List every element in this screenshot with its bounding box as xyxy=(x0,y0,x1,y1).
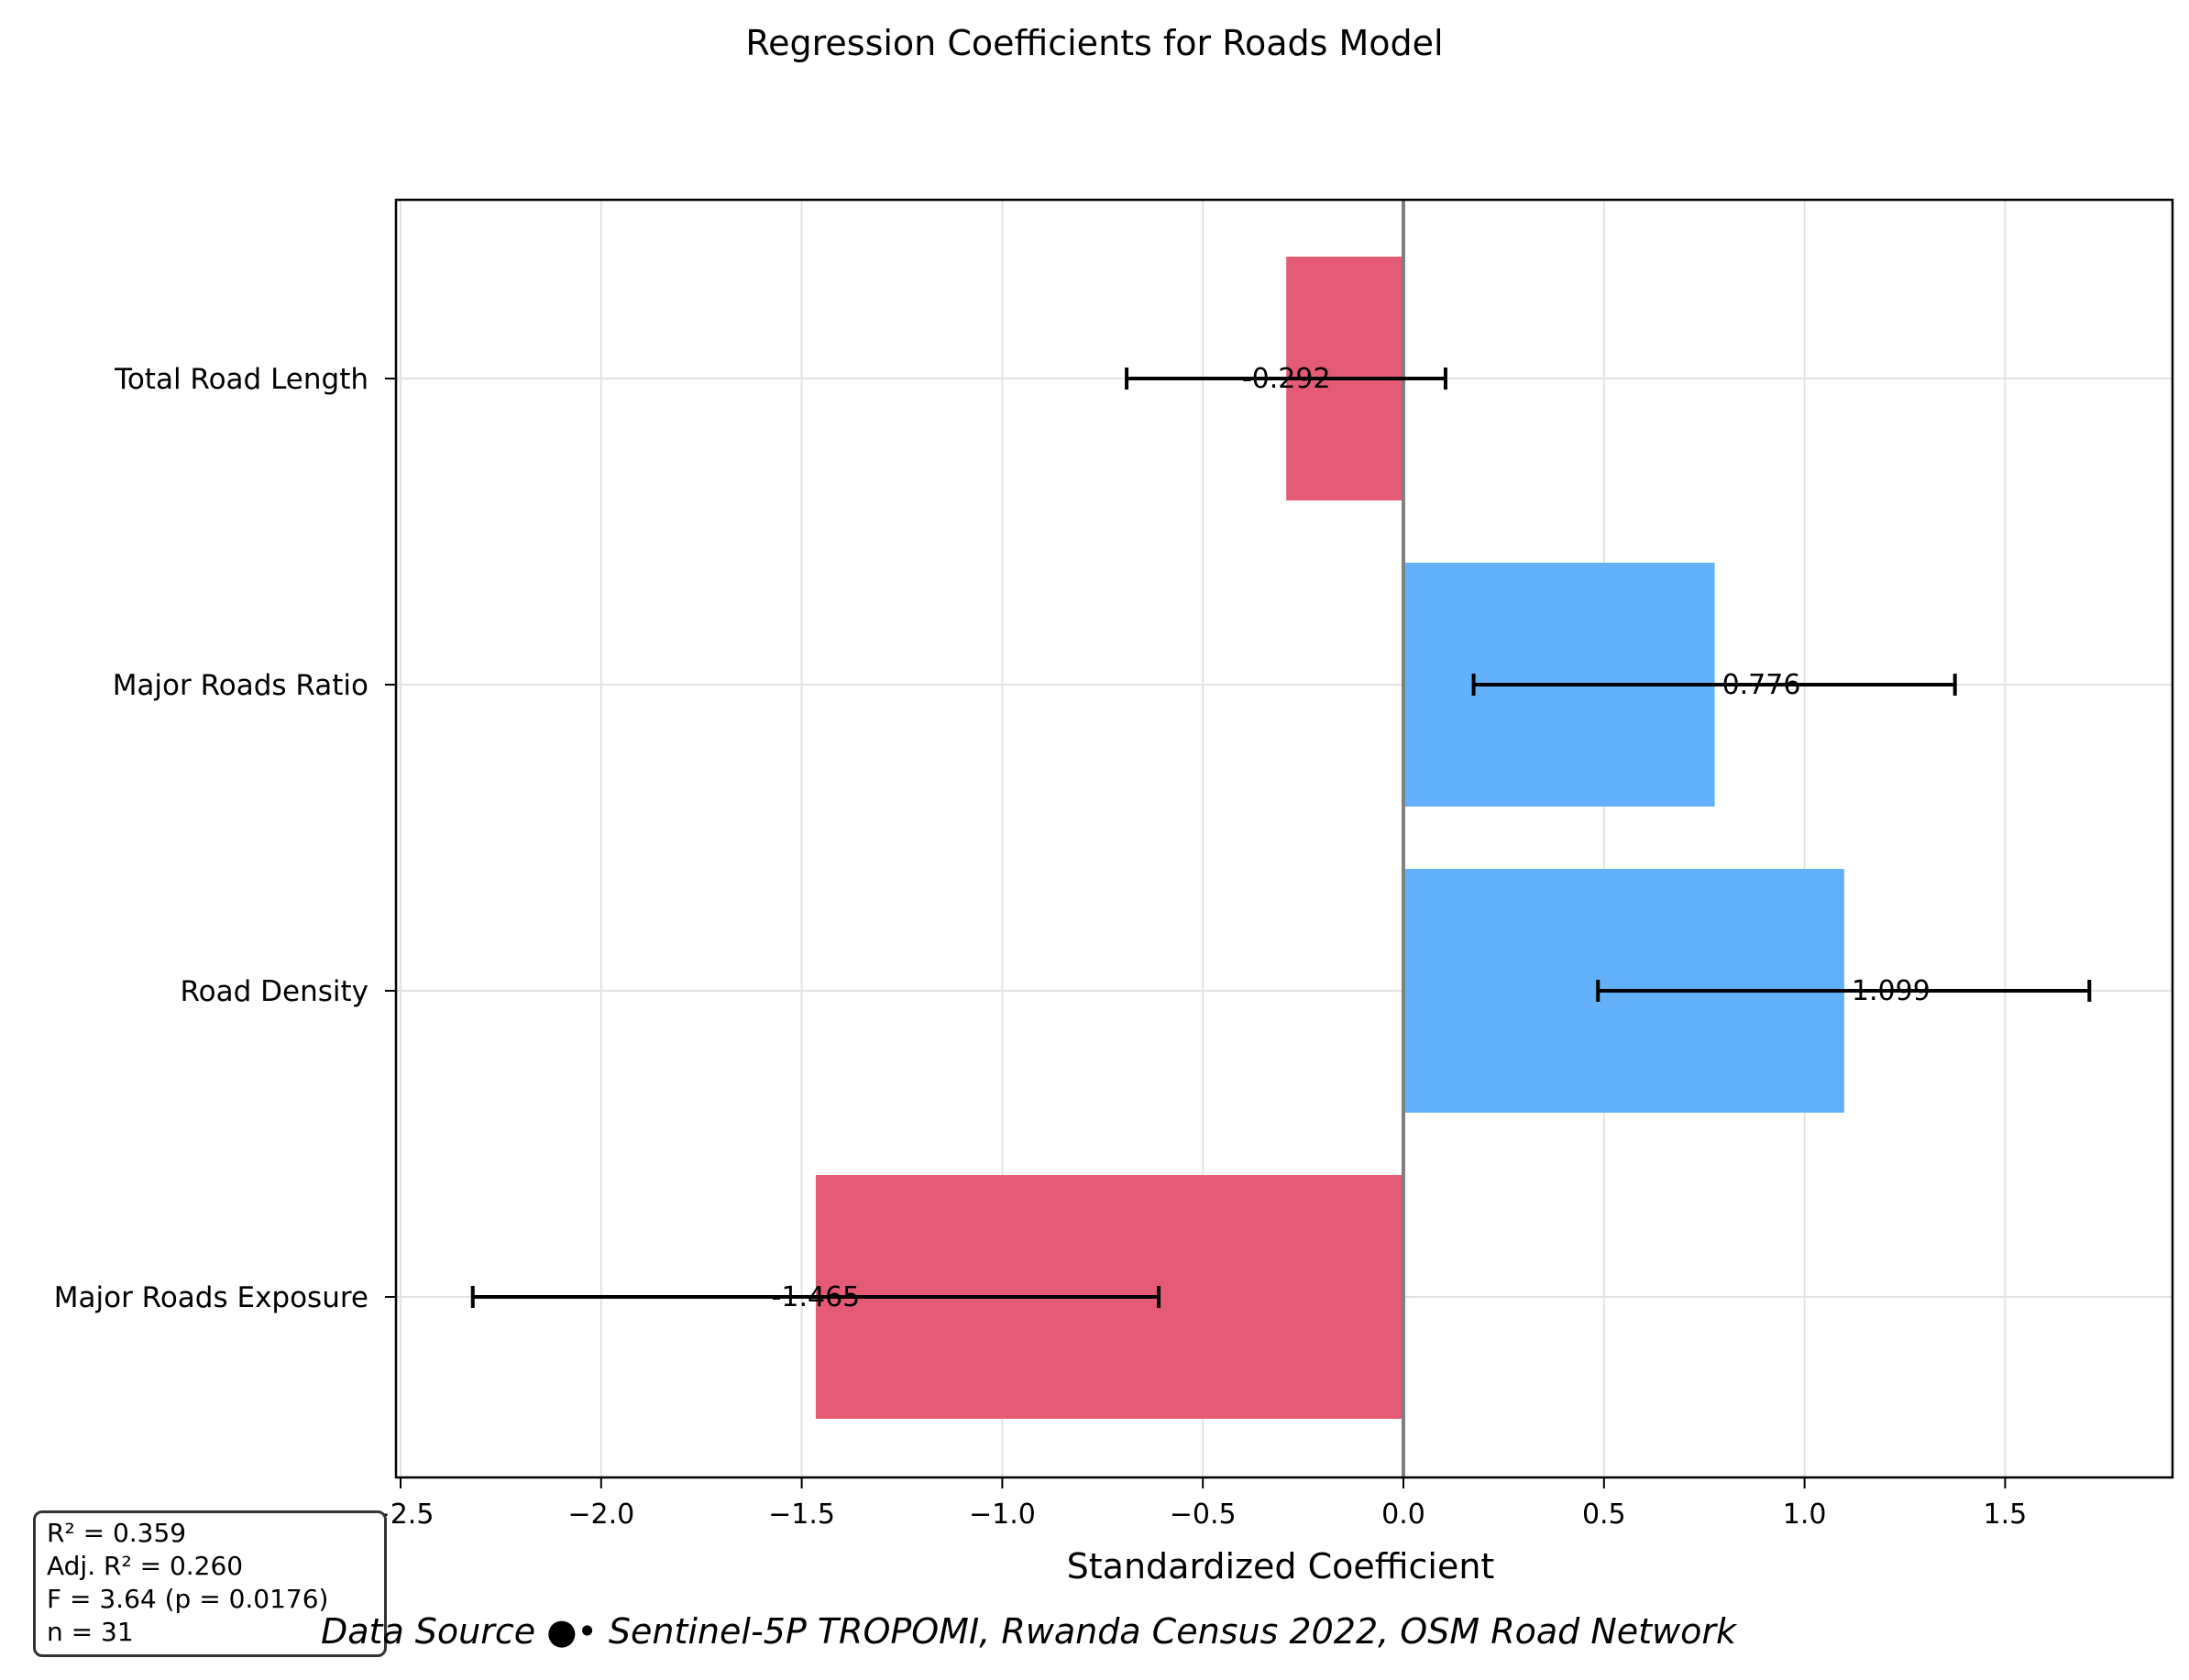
data-label: -1.465 xyxy=(772,1281,861,1313)
x-axis-label: Standardized Coefficient xyxy=(1067,1546,1495,1587)
sample-size: n = 31 xyxy=(47,1617,134,1647)
y-tick-label: Road Density xyxy=(181,975,369,1008)
r-squared: R² = 0.359 xyxy=(47,1518,187,1548)
data-source-note: Data Source ●• Sentinel-5P TROPOMI, Rwan… xyxy=(321,1611,1736,1652)
x-tick-label: 0.5 xyxy=(1582,1499,1626,1531)
x-tick-label: −1.5 xyxy=(768,1499,835,1531)
y-tick-label: Major Roads Ratio xyxy=(113,669,368,702)
y-tick-label: Total Road Length xyxy=(114,363,368,396)
data-label: -0.292 xyxy=(1242,363,1331,395)
x-tick-label: −1.0 xyxy=(969,1499,1036,1531)
chart-title: Regression Coefficients for Roads Model xyxy=(745,23,1443,63)
x-tick-label: −0.5 xyxy=(1170,1499,1237,1531)
data-label: 0.776 xyxy=(1722,669,1801,701)
plot-frame xyxy=(394,198,2174,1479)
model-stats-box: R² = 0.359 Adj. R² = 0.260 F = 3.64 (p =… xyxy=(33,1510,387,1657)
y-tick-label: Major Roads Exposure xyxy=(54,1281,368,1314)
x-tick-label: −2.0 xyxy=(567,1499,634,1531)
x-tick-label: 1.0 xyxy=(1783,1499,1827,1531)
data-label: 1.099 xyxy=(1852,975,1930,1007)
x-tick-label: 1.5 xyxy=(1984,1499,2028,1531)
adjusted-r-squared: Adj. R² = 0.260 xyxy=(47,1551,244,1581)
f-statistic: F = 3.64 (p = 0.0176) xyxy=(47,1584,329,1614)
x-tick-label: 0.0 xyxy=(1381,1499,1425,1531)
